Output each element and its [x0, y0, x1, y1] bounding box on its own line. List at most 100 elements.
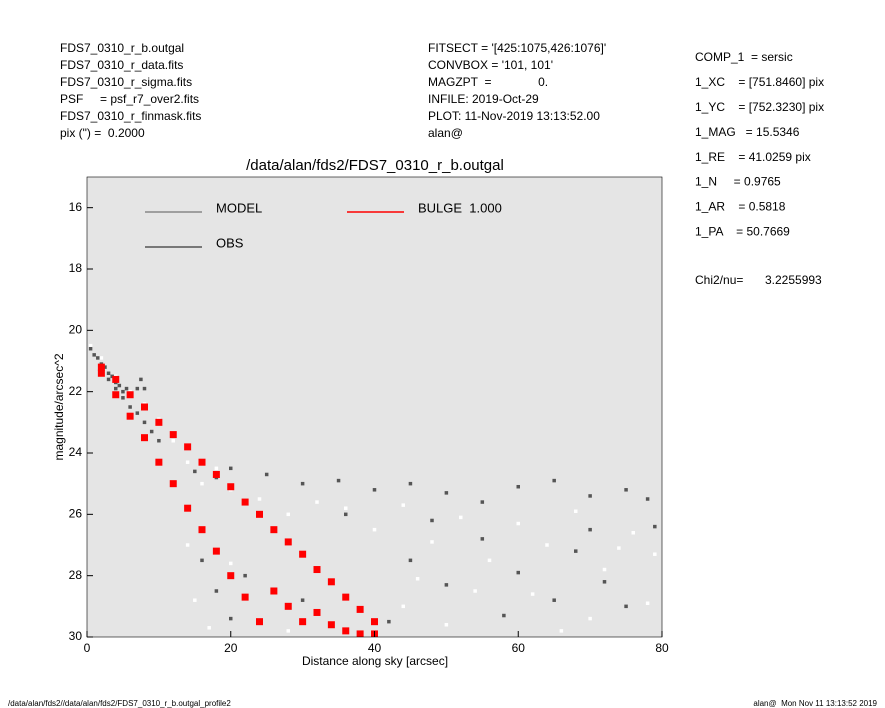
point	[121, 396, 125, 400]
y-tick-label: 16	[69, 200, 83, 214]
point	[552, 478, 556, 483]
point	[227, 483, 235, 491]
point	[344, 506, 348, 510]
point	[559, 629, 564, 633]
point	[126, 412, 134, 420]
y-tick-label: 28	[69, 568, 83, 582]
point	[185, 460, 190, 464]
point	[270, 587, 278, 595]
point	[574, 549, 578, 553]
point	[401, 604, 405, 609]
x-axis-label: Distance along sky [arcsec]	[302, 654, 448, 668]
point	[342, 627, 350, 635]
point	[588, 616, 592, 621]
point	[631, 530, 635, 535]
point	[588, 527, 592, 532]
point	[112, 391, 120, 399]
point	[126, 391, 134, 399]
point	[169, 480, 177, 488]
footer-right: alan@ Mon Nov 11 13:13:52 2019	[753, 699, 877, 708]
header-right-line: 1_AR = 0.5818	[695, 200, 786, 214]
point	[502, 613, 506, 618]
point	[124, 386, 129, 391]
point	[200, 558, 204, 563]
legend-label: MODEL	[216, 200, 262, 215]
point	[299, 618, 307, 626]
x-tick-label: 60	[512, 641, 526, 655]
point	[99, 356, 104, 360]
point	[139, 377, 143, 382]
point	[207, 626, 211, 630]
point	[299, 550, 307, 558]
y-tick-label: 24	[69, 445, 83, 459]
point	[198, 526, 206, 534]
point	[212, 470, 220, 478]
point	[480, 500, 485, 504]
point	[415, 576, 420, 581]
point	[588, 494, 592, 498]
point	[327, 578, 335, 586]
point	[371, 618, 378, 626]
point	[653, 524, 657, 529]
point	[356, 605, 364, 613]
point	[92, 353, 96, 357]
point	[284, 538, 292, 546]
point	[387, 619, 391, 624]
point	[155, 458, 163, 466]
x-tick-label: 40	[368, 641, 382, 655]
point	[88, 346, 93, 351]
y-tick-label: 26	[69, 507, 83, 521]
point	[241, 498, 249, 506]
x-tick-label: 20	[224, 641, 238, 655]
point	[229, 561, 233, 566]
points	[88, 343, 657, 637]
point	[149, 429, 154, 434]
chi2-value: 3.2255993	[765, 273, 822, 287]
header-right-line: 1_PA = 50.7669	[695, 224, 790, 238]
point	[155, 418, 163, 426]
point	[256, 510, 263, 518]
point	[88, 343, 93, 348]
point	[602, 567, 607, 572]
point	[141, 403, 148, 411]
point	[336, 478, 341, 483]
point	[121, 389, 125, 394]
point	[624, 488, 628, 492]
point	[516, 484, 520, 489]
point	[617, 546, 621, 550]
point	[106, 377, 111, 382]
point	[530, 592, 535, 596]
point	[229, 616, 233, 621]
point	[430, 518, 434, 523]
point	[142, 420, 147, 425]
header-left-line: FDS7_0310_r_data.fits	[60, 58, 183, 72]
point	[142, 386, 147, 391]
point	[264, 472, 269, 477]
point	[171, 438, 175, 443]
point	[286, 629, 290, 633]
point	[545, 543, 549, 547]
point	[198, 458, 206, 466]
header-right-line: 1_RE = 41.0259 pix	[695, 150, 811, 164]
point	[313, 608, 321, 616]
header-middle-line: PLOT: 11-Nov-2019 13:13:52.00	[428, 109, 600, 123]
point	[184, 443, 192, 451]
point	[96, 356, 100, 360]
point	[117, 383, 122, 388]
point	[243, 573, 247, 578]
header-middle-line: FITSECT = '[425:1075,426:1076]'	[428, 41, 606, 55]
point	[408, 481, 413, 486]
point	[169, 431, 177, 439]
point	[401, 503, 405, 507]
header-left-line: FDS7_0310_r_b.outgal	[60, 41, 184, 55]
point	[97, 369, 105, 377]
point	[487, 558, 492, 563]
point	[103, 365, 107, 369]
point	[110, 374, 114, 379]
point	[602, 580, 607, 584]
header-right-line: 1_YC = [752.3230] pix	[695, 100, 824, 114]
x-tick-label: 0	[84, 641, 91, 655]
header-left-line: FDS7_0310_r_finmask.fits	[60, 109, 201, 123]
header-middle-line: alan@	[428, 126, 463, 140]
point	[624, 604, 628, 609]
